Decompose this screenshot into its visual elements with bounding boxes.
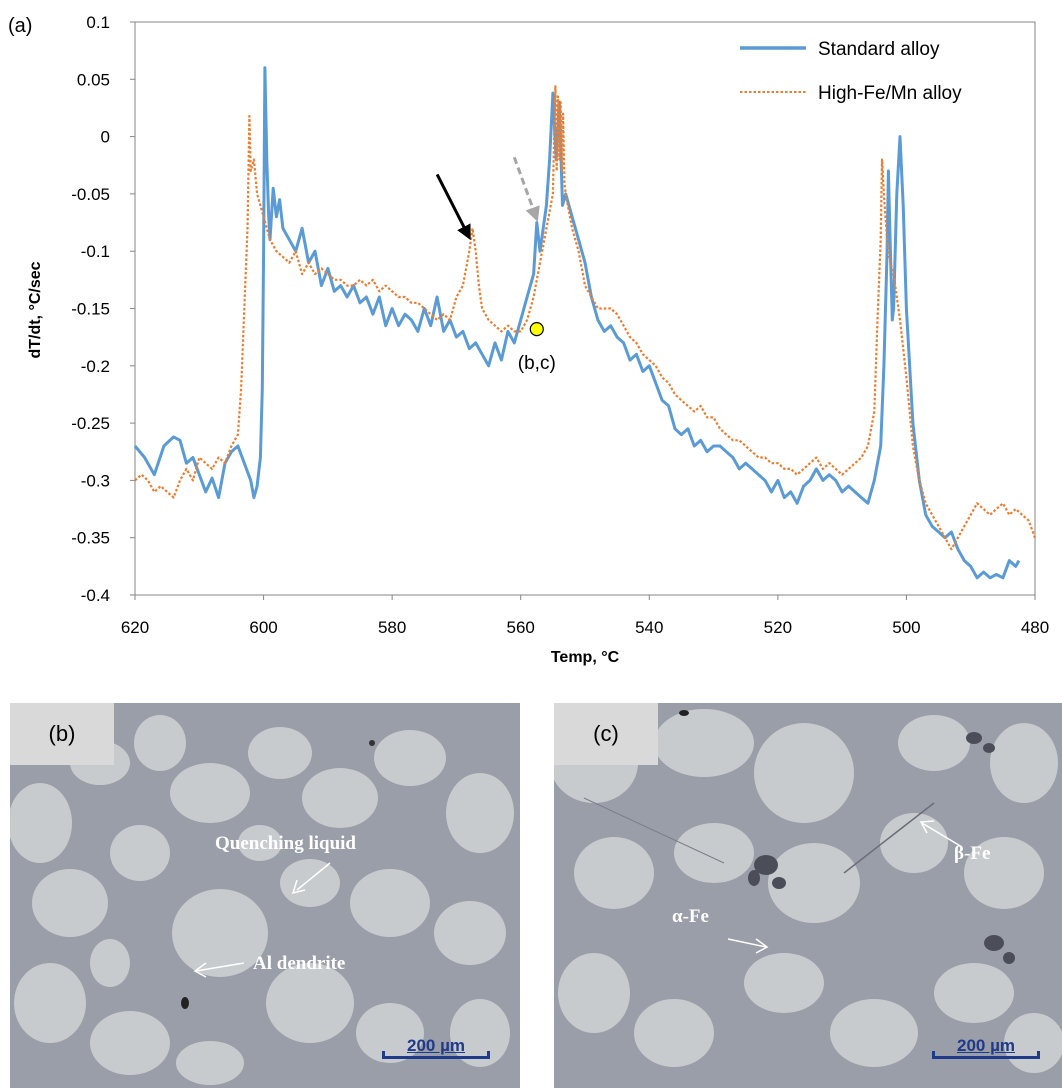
gray-arrow xyxy=(512,156,540,222)
micrograph-b: (b) Quenching liquid Al dendrite 200 µm xyxy=(10,703,520,1088)
micrograph-c-image xyxy=(554,703,1062,1088)
y-tick-label: -0.15 xyxy=(71,300,110,319)
x-axis: 620 600 580 560 540 520 500 480 xyxy=(121,595,1049,637)
x-tick-label: 520 xyxy=(764,618,792,637)
micrograph-b-image xyxy=(10,703,520,1088)
scalebar-b-text: 200 µm xyxy=(407,1036,465,1055)
y-tick-label: -0.35 xyxy=(71,529,110,548)
y-tick-label: -0.2 xyxy=(81,357,110,376)
micrograph-c: (c) β-Fe α-Fe 200 µm xyxy=(554,703,1062,1088)
x-tick-label: 500 xyxy=(892,618,920,637)
annotation-layer: (b,c) xyxy=(435,156,556,374)
annotation-alpha-fe: α-Fe xyxy=(672,906,709,927)
x-tick-label: 480 xyxy=(1021,618,1049,637)
annotation-al-dendrite: Al dendrite xyxy=(253,953,346,974)
scalebar-c: 200 µm xyxy=(932,1036,1040,1059)
legend-label-standard: Standard alloy xyxy=(818,39,940,60)
y-tick-label: -0.1 xyxy=(81,242,110,261)
y-tick-label: -0.4 xyxy=(81,586,110,605)
x-tick-label: 560 xyxy=(507,618,535,637)
arrow-alpha-fe xyxy=(727,938,769,954)
series-layer xyxy=(133,66,1037,580)
arrow-al-dendrite xyxy=(193,962,245,978)
scalebar-b: 200 µm xyxy=(382,1036,490,1059)
annotation-quenching-liquid: Quenching liquid xyxy=(215,833,356,854)
x-tick-label: 620 xyxy=(121,618,149,637)
legend: Standard alloy High-Fe/Mn alloy xyxy=(740,39,962,104)
plot-frame xyxy=(134,21,1036,596)
micrograph-c-label: (c) xyxy=(554,703,658,765)
series-line-standard xyxy=(133,66,1021,580)
panel-label-a: (a) xyxy=(8,15,32,37)
sample-point-label: (b,c) xyxy=(518,353,556,374)
arrow-beta-fe xyxy=(919,820,963,848)
y-axis-title: dT/dt, °C/sec xyxy=(27,261,44,358)
arrow-quenching-liquid xyxy=(291,862,331,895)
scalebar-b-line xyxy=(382,1051,490,1059)
y-tick-label: 0.05 xyxy=(77,70,110,89)
y-tick-label: -0.25 xyxy=(71,414,110,433)
sample-point-marker xyxy=(529,322,544,337)
micrograph-b-label: (b) xyxy=(10,703,114,765)
x-tick-label: 540 xyxy=(635,618,663,637)
scalebar-c-line xyxy=(932,1051,1040,1059)
x-tick-label: 600 xyxy=(249,618,277,637)
y-axis: 0.1 0.05 0 -0.05 -0.1 -0.15 -0.2 -0.25 -0.3 -0.35… xyxy=(71,13,135,605)
y-tick-label: -0.05 xyxy=(71,185,110,204)
chart: (a) 0.1 0.05 0 -0.05 -0.1 -0.15 -0.2 -0.25 -0.3 -… xyxy=(8,13,1049,666)
series-line-highfe xyxy=(134,85,1037,551)
black-arrow xyxy=(435,173,471,241)
x-tick-label: 580 xyxy=(378,618,406,637)
legend-label-highfe: High-Fe/Mn alloy xyxy=(818,83,962,104)
y-tick-label: -0.3 xyxy=(81,471,110,490)
annotation-beta-fe: β-Fe xyxy=(954,843,991,864)
y-tick-label: 0 xyxy=(101,128,110,147)
scalebar-c-text: 200 µm xyxy=(957,1036,1015,1055)
x-axis-title: Temp, °C xyxy=(551,649,620,666)
y-tick-label: 0.1 xyxy=(86,13,110,32)
